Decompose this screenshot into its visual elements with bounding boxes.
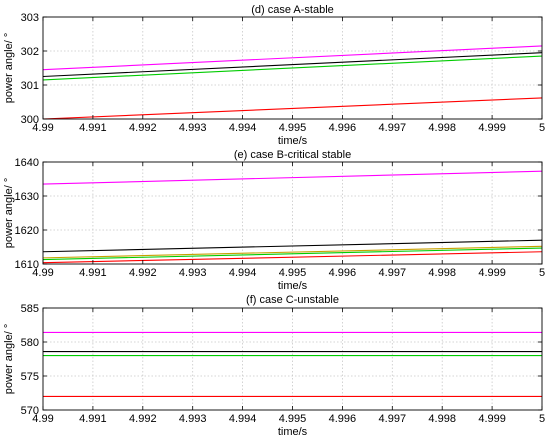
x-tick-label: 4.99: [32, 122, 53, 134]
x-tick-label: 4.994: [229, 413, 257, 425]
x-tick-label: 4.995: [279, 267, 307, 279]
x-axis-label: time/s: [278, 426, 308, 438]
series-line-3: [42, 245, 543, 259]
series-line-5: [42, 251, 543, 264]
x-tick-label: 4.99: [32, 413, 53, 425]
x-tick-label: 4.998: [428, 267, 456, 279]
y-tick-label: 1640: [15, 157, 39, 169]
y-tick-label: 301: [21, 80, 39, 92]
x-tick-label: 4.997: [379, 122, 407, 134]
x-tick-label: 4.993: [179, 267, 207, 279]
y-tick-label: 575: [21, 371, 39, 383]
x-tick-label: 4.997: [379, 267, 407, 279]
series-line-3: [42, 55, 543, 81]
x-tick-label: 4.998: [428, 122, 456, 134]
x-tick-label: 4.999: [478, 122, 506, 134]
y-tick-label: 570: [21, 405, 39, 417]
x-tick-label: 5: [539, 267, 545, 279]
chart-panel-2: 4.99 4.991 4.992 4.993 4.994 4.995 4.996 4.997 4…: [3, 149, 545, 292]
x-tick-label: 4.995: [279, 413, 307, 425]
y-tick-label: 585: [21, 303, 39, 315]
chart-panel-1: 4.99 4.991 4.992 4.993 4.994 4.995 4.996 4.997 4…: [3, 4, 545, 147]
x-tick-label: 4.991: [79, 413, 107, 425]
series-line-1: [42, 45, 543, 71]
x-tick-label: 4.996: [329, 413, 357, 425]
x-tick-label: 4.993: [179, 122, 207, 134]
y-tick-label: 1630: [15, 191, 39, 203]
y-tick-label: 1620: [15, 225, 39, 237]
chart-title: (f) case C-unstable: [246, 294, 339, 306]
x-tick-label: 4.992: [129, 413, 157, 425]
series-line-2: [42, 239, 543, 253]
x-tick-label: 4.998: [428, 413, 456, 425]
x-tick-label: 4.994: [229, 267, 257, 279]
x-axis-label: time/s: [278, 280, 308, 292]
y-tick-label: 300: [21, 114, 39, 126]
series-line-2: [42, 52, 543, 78]
x-tick-label: 4.991: [79, 122, 107, 134]
y-tick-label: 1610: [15, 259, 39, 271]
x-tick-label: 4.999: [478, 413, 506, 425]
x-tick-label: 4.996: [329, 122, 357, 134]
series-line-1: [42, 170, 543, 185]
chart-title: (e) case B-critical stable: [234, 149, 351, 161]
y-axis-label: power angle/ °: [3, 33, 15, 103]
y-tick-label: 303: [21, 12, 39, 24]
x-tick-label: 4.997: [379, 413, 407, 425]
series-line-4: [42, 247, 543, 261]
x-tick-label: 4.992: [129, 267, 157, 279]
x-tick-label: 4.995: [279, 122, 307, 134]
x-tick-label: 4.994: [229, 122, 257, 134]
x-tick-label: 5: [539, 413, 545, 425]
x-tick-label: 4.99: [32, 267, 53, 279]
y-axis-label: power angle/ °: [3, 324, 15, 394]
x-tick-label: 5: [539, 122, 545, 134]
x-tick-label: 4.991: [79, 267, 107, 279]
chart-title: (d) case A-stable: [251, 4, 334, 16]
x-tick-label: 4.996: [329, 267, 357, 279]
x-tick-label: 4.999: [478, 267, 506, 279]
x-axis-label: time/s: [278, 135, 308, 147]
x-tick-label: 4.992: [129, 122, 157, 134]
y-tick-label: 302: [21, 46, 39, 58]
x-tick-label: 4.993: [179, 413, 207, 425]
y-tick-label: 580: [21, 337, 39, 349]
chart-panel-3: 4.99 4.991 4.992 4.993 4.994 4.995 4.996 4.997 4…: [3, 294, 545, 438]
series-line-4: [42, 97, 543, 120]
y-axis-label: power angle/ °: [3, 178, 15, 248]
